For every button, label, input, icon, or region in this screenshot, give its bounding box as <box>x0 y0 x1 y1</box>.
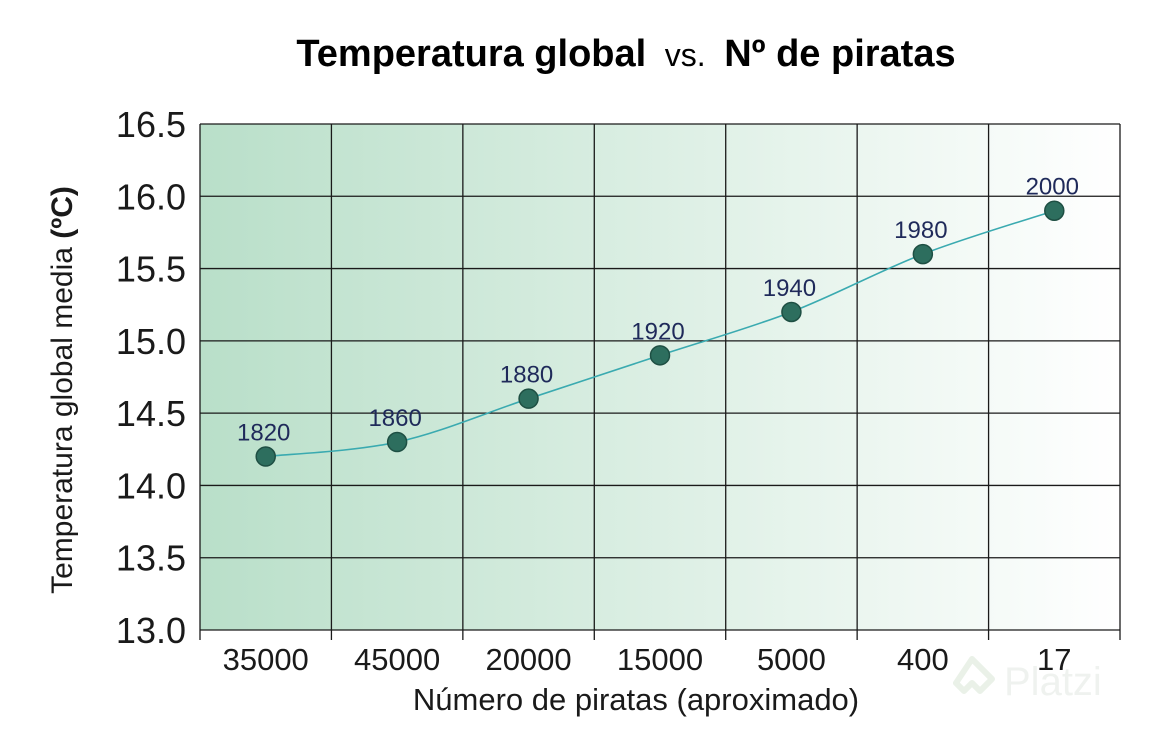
point-label: 1860 <box>368 405 421 432</box>
data-point-marker <box>1044 200 1065 221</box>
y-axis-label: Temperatura global media (ºC) <box>46 186 79 594</box>
x-axis-label: Número de piratas (aproximado) <box>413 682 859 717</box>
chart-title-part2: Nº de piratas <box>724 33 955 75</box>
data-point-marker <box>649 345 671 366</box>
y-tick-label: 15.0 <box>116 321 186 362</box>
y-axis-label-unit: (ºC) <box>46 186 79 239</box>
x-tick-label: 20000 <box>485 642 571 677</box>
y-tick-label: 13.0 <box>116 610 186 651</box>
point-label: 1880 <box>500 362 553 389</box>
y-tick-label: 14.5 <box>116 393 186 434</box>
point-label: 1940 <box>763 275 816 302</box>
chart-title-part1: Temperatura global <box>296 33 646 75</box>
y-tick-label: 16.5 <box>116 104 186 145</box>
data-point-marker <box>518 388 539 409</box>
y-axis-label-text: Temperatura global media <box>46 239 79 594</box>
data-points <box>255 200 1065 467</box>
x-tick-label: 5000 <box>757 642 826 677</box>
x-tick-label: 15000 <box>617 642 703 677</box>
x-tick-label: 35000 <box>223 642 309 677</box>
x-tick-label: 45000 <box>354 642 440 677</box>
watermark-text: Platzi <box>1004 660 1102 704</box>
data-point-marker <box>912 243 934 265</box>
point-label: 1980 <box>894 217 947 244</box>
plot-background <box>200 124 1120 630</box>
data-point-marker <box>781 301 802 323</box>
point-labels: 1820 1860 1880 1920 1940 1980 2000 <box>237 174 1079 447</box>
gridlines <box>199 123 1121 640</box>
data-point-marker <box>386 431 408 453</box>
data-point-marker <box>255 446 276 467</box>
x-tick-label: 400 <box>897 642 949 677</box>
chart-title: Temperatura global vs. Nº de piratas <box>296 33 955 75</box>
platzi-watermark: Platzi <box>944 651 1144 711</box>
y-tick-label: 13.5 <box>116 538 186 579</box>
x-tick-labels: 35000 45000 20000 15000 5000 400 17 <box>223 642 1072 677</box>
y-tick-label: 15.5 <box>116 249 186 290</box>
y-tick-label: 16.0 <box>116 176 186 217</box>
point-label: 1920 <box>631 318 684 345</box>
point-label: 2000 <box>1026 174 1079 201</box>
y-tick-label: 14.0 <box>116 465 186 506</box>
x-tick-label: 17 <box>1037 642 1071 677</box>
y-tick-labels: 13.0 13.5 14.0 14.5 15.0 15.5 16.0 16.5 <box>116 104 186 651</box>
chart-title-mid: vs. <box>665 37 706 73</box>
point-label: 1820 <box>237 420 290 447</box>
platzi-logo-icon: Platzi <box>953 656 1102 704</box>
